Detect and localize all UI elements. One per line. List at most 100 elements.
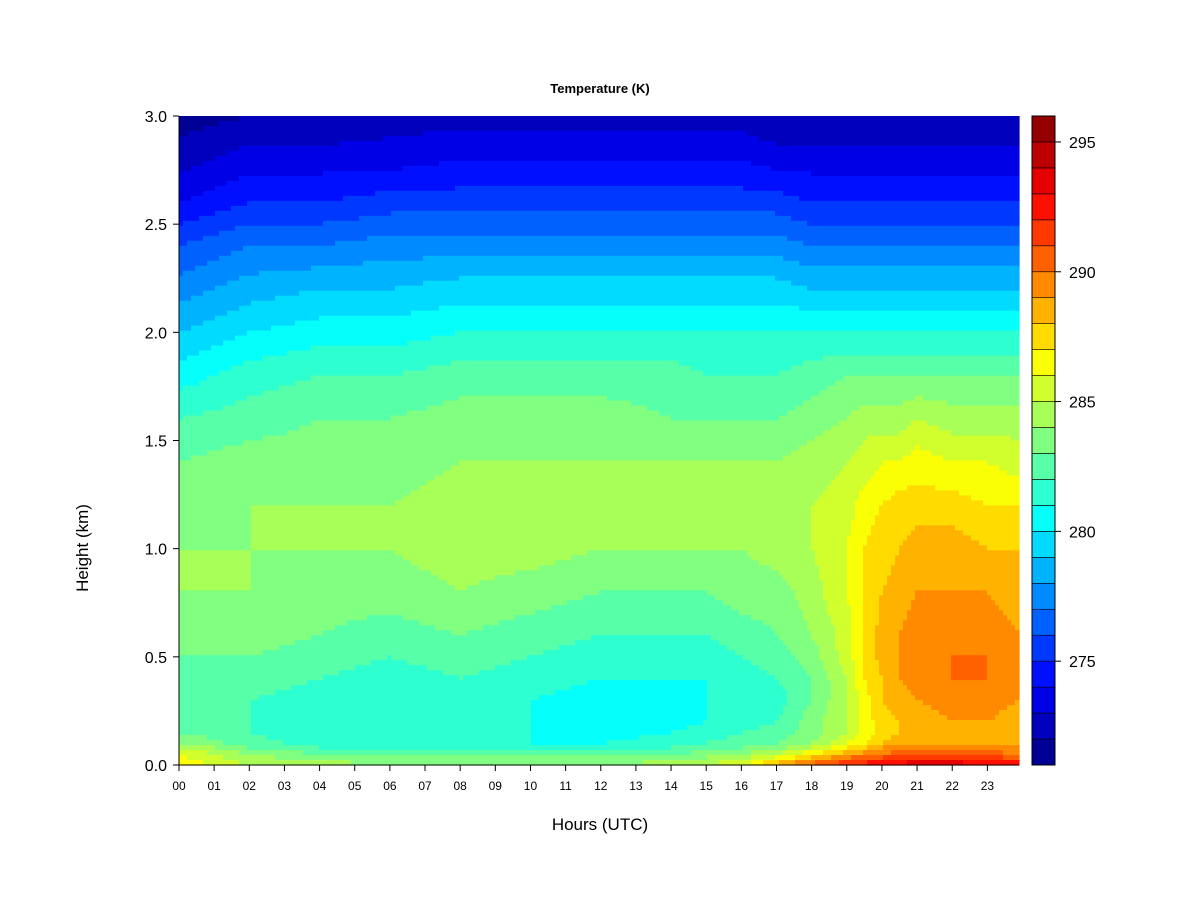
heatmap-cell bbox=[939, 196, 944, 202]
heatmap-cell bbox=[383, 121, 388, 127]
heatmap-cell bbox=[959, 116, 964, 122]
heatmap-cell bbox=[951, 166, 956, 172]
heatmap-cell bbox=[863, 176, 868, 182]
heatmap-cell bbox=[239, 156, 244, 162]
heatmap-cell bbox=[663, 186, 668, 192]
heatmap-cell bbox=[859, 186, 864, 192]
heatmap-cell bbox=[431, 216, 436, 222]
heatmap-cell bbox=[871, 136, 876, 142]
heatmap-cell bbox=[591, 141, 596, 147]
heatmap-cell bbox=[807, 166, 812, 172]
heatmap-cell bbox=[379, 131, 384, 137]
heatmap-cell bbox=[679, 216, 684, 222]
heatmap-cell bbox=[331, 216, 336, 222]
heatmap-cell bbox=[443, 201, 448, 207]
heatmap-cell bbox=[935, 151, 940, 157]
heatmap-cell bbox=[907, 151, 912, 157]
heatmap-cell bbox=[511, 141, 516, 147]
heatmap-cell bbox=[839, 161, 844, 167]
heatmap-cell bbox=[939, 136, 944, 142]
heatmap-cell bbox=[399, 161, 404, 167]
heatmap-cell bbox=[419, 186, 424, 192]
heatmap-cell bbox=[707, 151, 712, 157]
heatmap-cell bbox=[555, 196, 560, 202]
heatmap-cell bbox=[1015, 136, 1020, 142]
heatmap-cell bbox=[759, 131, 764, 137]
heatmap-cell bbox=[247, 186, 252, 192]
heatmap-cell bbox=[187, 201, 192, 207]
heatmap-cell bbox=[459, 226, 464, 232]
heatmap-cell bbox=[287, 206, 292, 212]
heatmap-cell bbox=[835, 131, 840, 137]
heatmap-cell bbox=[743, 126, 748, 132]
heatmap-cell bbox=[867, 181, 872, 187]
heatmap-cell bbox=[203, 141, 208, 147]
heatmap-cell bbox=[619, 126, 624, 132]
heatmap-cell bbox=[623, 231, 628, 237]
heatmap-cell bbox=[971, 136, 976, 142]
heatmap-cell bbox=[983, 141, 988, 147]
heatmap-cell bbox=[459, 201, 464, 207]
heatmap-cell bbox=[791, 226, 796, 232]
heatmap-cell bbox=[907, 226, 912, 232]
heatmap-cell bbox=[639, 116, 644, 122]
heatmap-cell bbox=[755, 181, 760, 187]
heatmap-cell bbox=[791, 211, 796, 217]
heatmap-cell bbox=[703, 166, 708, 172]
heatmap-cell bbox=[579, 126, 584, 132]
heatmap-cell bbox=[563, 116, 568, 122]
heatmap-cell bbox=[1003, 146, 1008, 152]
heatmap-cell bbox=[555, 126, 560, 132]
heatmap-cell bbox=[723, 186, 728, 192]
heatmap-cell bbox=[791, 126, 796, 132]
heatmap-cell bbox=[723, 206, 728, 212]
heatmap-cell bbox=[827, 121, 832, 127]
heatmap-cell bbox=[739, 141, 744, 147]
heatmap-cell bbox=[507, 211, 512, 217]
heatmap-cell bbox=[667, 201, 672, 207]
heatmap-cell bbox=[603, 221, 608, 227]
heatmap-cell bbox=[755, 196, 760, 202]
heatmap-cell bbox=[643, 206, 648, 212]
heatmap-cell bbox=[439, 146, 444, 152]
heatmap-cell bbox=[635, 166, 640, 172]
heatmap-cell bbox=[995, 156, 1000, 162]
heatmap-cell bbox=[839, 216, 844, 222]
heatmap-cell bbox=[815, 166, 820, 172]
heatmap-cell bbox=[327, 116, 332, 122]
heatmap-cell bbox=[731, 231, 736, 237]
heatmap-cell bbox=[899, 221, 904, 227]
heatmap-cell bbox=[291, 176, 296, 182]
heatmap-cell bbox=[523, 151, 528, 157]
heatmap-cell bbox=[219, 181, 224, 187]
heatmap-cell bbox=[687, 196, 692, 202]
heatmap-cell bbox=[231, 166, 236, 172]
heatmap-cell bbox=[531, 211, 536, 217]
heatmap-cell bbox=[363, 121, 368, 127]
heatmap-cell bbox=[395, 211, 400, 217]
heatmap-cell bbox=[943, 151, 948, 157]
heatmap-cell bbox=[395, 216, 400, 222]
heatmap-cell bbox=[955, 171, 960, 177]
heatmap-cell bbox=[231, 146, 236, 152]
heatmap-cell bbox=[359, 166, 364, 172]
heatmap-cell bbox=[803, 221, 808, 227]
heatmap-cell bbox=[1011, 141, 1016, 147]
heatmap-cell bbox=[479, 141, 484, 147]
heatmap-cell bbox=[839, 231, 844, 237]
heatmap-cell bbox=[903, 196, 908, 202]
heatmap-cell bbox=[271, 211, 276, 217]
heatmap-cell bbox=[219, 221, 224, 227]
heatmap-cell bbox=[311, 156, 316, 162]
heatmap-cell bbox=[1011, 186, 1016, 192]
heatmap-cell bbox=[891, 166, 896, 172]
heatmap-cell bbox=[255, 161, 260, 167]
heatmap-cell bbox=[787, 231, 792, 237]
heatmap-cell bbox=[211, 166, 216, 172]
heatmap-cell bbox=[571, 121, 576, 127]
heatmap-cell bbox=[335, 121, 340, 127]
heatmap-cell bbox=[991, 221, 996, 227]
heatmap-cell bbox=[523, 146, 528, 152]
heatmap-cell bbox=[715, 206, 720, 212]
